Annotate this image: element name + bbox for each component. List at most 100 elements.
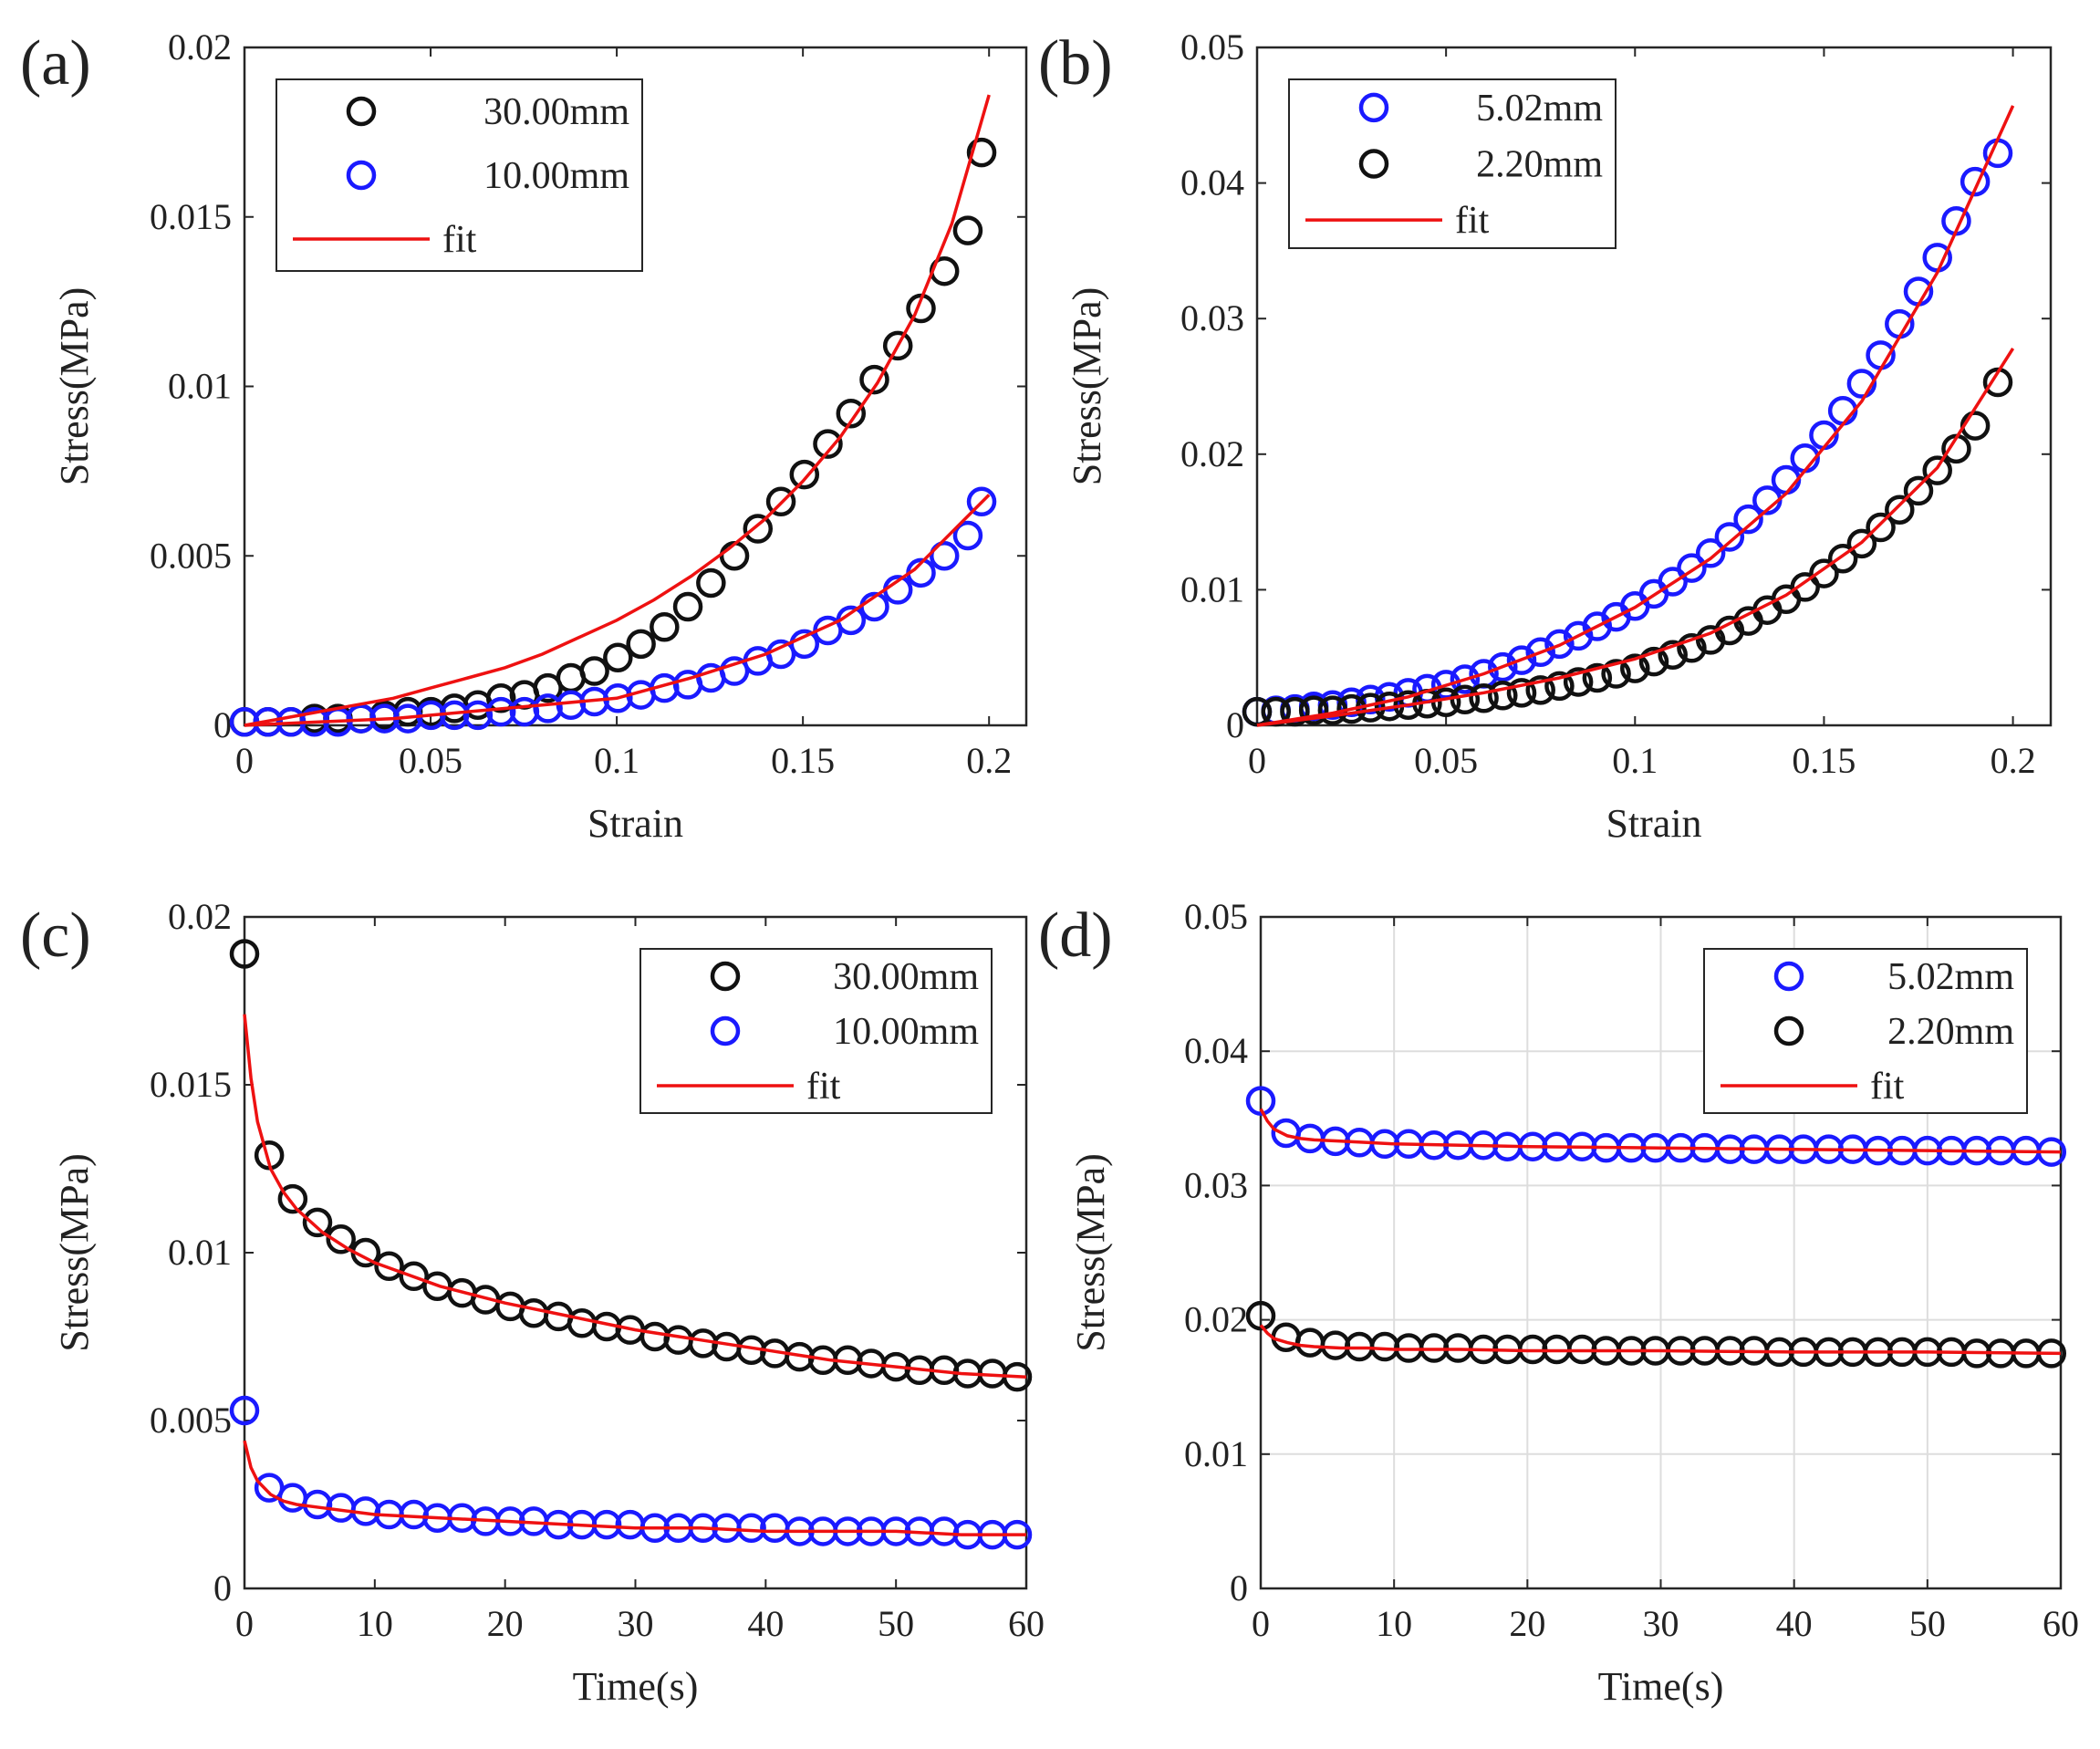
chart-b-series-1-point-3 [1298, 695, 1329, 725]
chart-b-panel-label: (b) [1038, 28, 1113, 99]
chart-c-legend: 30.00mm 10.00mm fit [639, 948, 993, 1114]
chart-d-panel-label: (d) [1038, 901, 1113, 971]
chart-a-legend-marker-1 [346, 160, 377, 191]
chart-a-ytick-label-2: 0.01 [168, 366, 232, 407]
chart-c-legend-marker-1 [710, 1015, 741, 1046]
chart-b-series-1-point-5 [1336, 693, 1367, 724]
chart-b-xtick-label-3: 0.15 [1792, 740, 1856, 781]
chart-c-xlabel: Time(s) [573, 1664, 699, 1709]
chart-a-fit-line-1 [244, 494, 991, 727]
chart-b-series-0-point-31 [1827, 395, 1858, 426]
chart-a-series-1-point-31 [952, 520, 983, 551]
chart-a-series-0-point-18 [650, 612, 680, 642]
chart-a-xtick-label-2: 0.1 [594, 740, 639, 781]
chart-b-xtick-label-2: 0.1 [1612, 740, 1658, 781]
chart-c-xtick-label-0: 0 [235, 1603, 254, 1644]
chart-b-series-1-point-22 [1658, 640, 1688, 670]
chart-a-series-0-point-28 [882, 330, 913, 361]
chart-a-ytick-label-3: 0.015 [150, 196, 232, 237]
chart-b-legend-label-0: 5.02mm [1476, 88, 1603, 130]
chart-c-legend-label-0: 30.00mm [833, 956, 979, 998]
chart-c-ytick-label-4: 0.02 [168, 896, 232, 937]
chart-b-series-0-point-15 [1525, 637, 1555, 668]
chart-b-series-1-point-13 [1488, 681, 1518, 711]
chart-a-series-0-point-25 [813, 429, 843, 459]
chart-b-series-1-point-12 [1469, 683, 1499, 713]
chart-c-series-1-point-29 [929, 1516, 960, 1546]
chart-b-series-1-point-35 [1903, 475, 1934, 506]
chart-d-legend-marker-1 [1773, 1015, 1804, 1046]
chart-b-ylabel: Stress(MPa) [1065, 287, 1109, 486]
chart-d-xtick-label-1: 10 [1376, 1603, 1412, 1644]
chart-c-series-0-point-14 [567, 1308, 598, 1338]
chart-a-ytick-label-4: 0.02 [168, 26, 232, 68]
chart-c-ytick-label-2: 0.01 [168, 1232, 232, 1273]
chart-c-series-1-point-0 [229, 1395, 260, 1426]
chart-d-xtick-label-4: 40 [1776, 1603, 1813, 1644]
chart-c-xtick-label-6: 60 [1008, 1603, 1045, 1644]
chart-a-ylabel: Stress(MPa) [52, 287, 97, 486]
chart-b-series-1-point-17 [1563, 667, 1594, 697]
chart-a-xlabel: Strain [587, 801, 683, 846]
chart-b-series-0-point-16 [1544, 629, 1575, 660]
chart-d-series-1-point-1 [1271, 1322, 1302, 1352]
chart-d-series-1-point-3 [1320, 1330, 1351, 1360]
chart-a-series-0-point-21 [719, 541, 750, 571]
chart-b-series-1-point-19 [1601, 659, 1631, 689]
chart-c-ytick-label-1: 0.005 [150, 1400, 232, 1441]
chart-b-series-1-point-30 [1809, 558, 1839, 588]
chart-b: 0 0.05 0.1 0.15 0.2 0 0.01 0.02 0.03 0.04 0.05 Stra… [1038, 26, 2053, 846]
chart-c-series-0-point-18 [663, 1325, 693, 1355]
chart-b-series-1-point-18 [1582, 662, 1613, 693]
chart-b-fit-line-1 [1256, 347, 2015, 727]
chart-b-ytick-label-3: 0.03 [1180, 297, 1244, 338]
chart-b-series-1-point-14 [1506, 678, 1537, 708]
chart-b-series-1-point-31 [1827, 543, 1858, 574]
chart-c-series-0-point-4 [326, 1224, 356, 1254]
chart-b-series-0-point-28 [1771, 464, 1802, 495]
chart-d-legend-label-2: fit [1870, 1066, 1905, 1108]
chart-b-series-0-point-25 [1714, 522, 1745, 552]
chart-a-series-0-point-23 [765, 486, 796, 517]
chart-c-series-0-point-3 [302, 1207, 333, 1238]
chart-b-xtick-label-4: 0.2 [1991, 740, 2036, 781]
chart-a-series-1-point-32 [966, 486, 997, 517]
chart-c-xtick-label-2: 20 [487, 1603, 524, 1644]
chart-b-series-1-point-34 [1885, 495, 1915, 525]
chart-a-legend-label-0: 30.00mm [483, 91, 629, 133]
chart-a-legend-marker-0 [346, 96, 377, 127]
chart-c-legend-label-2: fit [806, 1066, 841, 1108]
chart-b-series-0-point-32 [1846, 369, 1877, 399]
chart-a-xtick-label-3: 0.15 [771, 740, 835, 781]
chart-d-ytick-label-5: 0.05 [1184, 896, 1248, 937]
chart-d-series-1-point-0 [1245, 1300, 1276, 1331]
chart-d-xlabel: Time(s) [1598, 1664, 1724, 1709]
chart-a-series-0-point-16 [603, 642, 633, 672]
chart-b-legend: 5.02mm 2.20mm fit [1288, 78, 1617, 249]
chart-b-fit-line-0 [1256, 105, 2015, 727]
chart-a-series-0-point-27 [859, 364, 889, 395]
chart-c-fit-line-0 [243, 1014, 1027, 1379]
chart-b-series-0-point-24 [1695, 538, 1726, 568]
chart-c-fit-line-1 [243, 1440, 1026, 1536]
chart-c-series-1-point-21 [736, 1513, 766, 1544]
chart-b-legend-label-1: 2.20mm [1476, 144, 1603, 186]
chart-a-ytick-label-0: 0 [213, 704, 232, 745]
chart-a-series-0-point-26 [836, 398, 867, 429]
chart-c-series-0-point-2 [277, 1183, 308, 1214]
chart-a-series-0-point-17 [626, 629, 656, 660]
chart-b-series-1-point-2 [1280, 696, 1310, 727]
chart-b-series-1-point-33 [1866, 512, 1896, 543]
chart-a-legend-label-1: 10.00mm [483, 155, 629, 197]
chart-b-legend-marker-1 [1358, 149, 1389, 179]
chart-a-ytick-label-1: 0.005 [150, 535, 232, 576]
chart-c-series-0-point-6 [374, 1251, 404, 1281]
chart-a-panel-label: (a) [20, 28, 91, 99]
chart-d: 0 10 20 30 40 50 60 0 0.01 0.02 0.03 0.04 0.05 Time(s… [1038, 896, 2079, 1709]
chart-d-xtick-label-0: 0 [1252, 1603, 1270, 1644]
chart-c-xtick-label-3: 30 [618, 1603, 654, 1644]
chart-b-series-1-point-29 [1790, 572, 1820, 602]
chart-d-ytick-label-4: 0.04 [1184, 1030, 1248, 1071]
chart-b-series-0-point-38 [1960, 166, 1991, 197]
